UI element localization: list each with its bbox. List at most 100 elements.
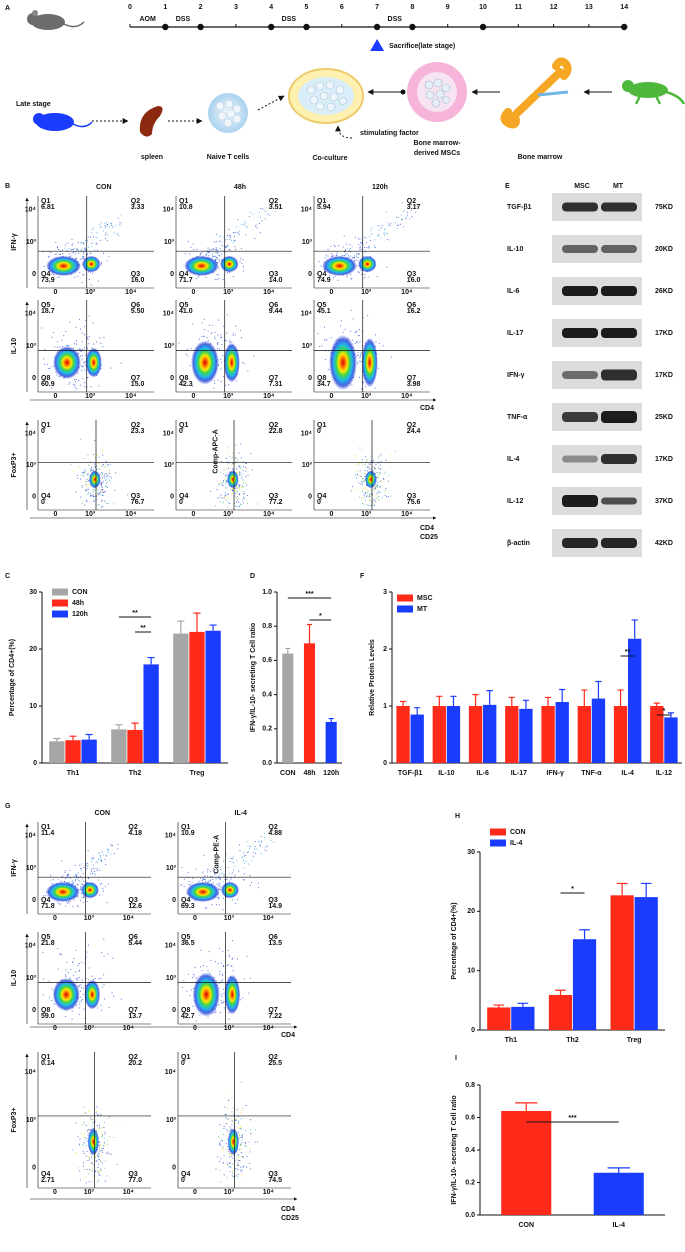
flow-event xyxy=(228,1166,230,1168)
flow-event xyxy=(397,216,399,219)
flow-event xyxy=(84,239,86,241)
quadrant-name: Q3 xyxy=(269,271,278,278)
flow-density xyxy=(53,346,81,380)
flow-event xyxy=(265,850,267,852)
flow-event xyxy=(96,249,98,252)
flow-event xyxy=(222,897,224,899)
quadrant-value: 6.81 xyxy=(41,204,55,211)
flow-event xyxy=(324,359,326,361)
flow-event xyxy=(245,1142,247,1144)
flow-event xyxy=(103,223,105,225)
flow-event xyxy=(96,868,98,870)
flow-event xyxy=(365,237,367,239)
flow-event xyxy=(227,1099,229,1101)
timeline-tick-label: 7 xyxy=(375,4,379,11)
flow-event xyxy=(350,255,352,257)
flow-event xyxy=(349,244,351,246)
flow-event xyxy=(215,255,217,257)
flow-event xyxy=(55,241,57,244)
flow-event xyxy=(52,384,55,386)
blot-band xyxy=(601,411,637,423)
quadrant-name: Q7 xyxy=(268,1007,277,1014)
flow-event xyxy=(102,473,104,475)
flow-event xyxy=(79,1003,81,1005)
flow-event xyxy=(364,469,366,472)
flow-event xyxy=(228,1093,231,1095)
flow-event xyxy=(94,463,96,465)
flow-event xyxy=(357,342,359,344)
flow-event xyxy=(379,468,381,470)
flow-event xyxy=(364,473,366,475)
flow-event xyxy=(227,866,229,868)
flow-event xyxy=(77,964,79,966)
quadrant-name: Q1 xyxy=(181,1054,190,1061)
flow-event xyxy=(83,1112,85,1114)
flow-event xyxy=(101,1134,103,1136)
flow-event xyxy=(258,211,260,214)
flow-event xyxy=(364,476,366,478)
flow-event xyxy=(83,1106,86,1108)
flow-event xyxy=(72,248,74,250)
flow-event xyxy=(88,1122,90,1124)
flow-event xyxy=(378,492,380,494)
flow-event xyxy=(82,1150,84,1152)
size-label: 17KD xyxy=(655,456,673,463)
flow-event xyxy=(215,241,217,243)
flow-event xyxy=(67,901,70,903)
size-label: 37KD xyxy=(655,498,673,505)
flow-event xyxy=(245,470,247,472)
flow-tick-label: 0 xyxy=(308,271,312,278)
flow-event xyxy=(234,249,236,251)
flow-event xyxy=(207,875,209,877)
flow-event xyxy=(108,1006,110,1009)
flow-event xyxy=(79,1138,81,1141)
flow-tick-label: 0 xyxy=(170,271,174,278)
flow-event xyxy=(344,255,346,257)
flow-event xyxy=(78,977,80,979)
flow-event xyxy=(236,468,238,470)
flow-event xyxy=(242,879,244,881)
timeline-tick-label: 13 xyxy=(585,4,593,11)
flow-event xyxy=(397,224,399,226)
flow-event xyxy=(225,487,227,489)
flow-event xyxy=(81,471,83,474)
flow-event xyxy=(361,478,363,480)
flow-event xyxy=(377,225,379,227)
flow-event xyxy=(406,214,408,216)
error-bar xyxy=(508,696,515,706)
flow-event xyxy=(229,860,231,863)
flow-event xyxy=(101,474,103,476)
flow-event xyxy=(386,496,388,498)
quadrant-value: 0 xyxy=(317,499,321,506)
y-axis-label: Percentage of CD4+(%) xyxy=(451,902,458,979)
flow-event xyxy=(258,840,260,842)
flow-event xyxy=(207,247,209,249)
flow-event xyxy=(359,357,361,359)
flow-event xyxy=(100,1155,102,1157)
protein-label: β-actin xyxy=(507,540,530,547)
flow-event xyxy=(351,257,353,259)
timeline-dot xyxy=(409,23,416,31)
bar xyxy=(577,706,591,763)
flow-event xyxy=(220,471,222,473)
flow-event xyxy=(238,485,240,487)
flow-event xyxy=(242,461,244,463)
flow-event xyxy=(221,343,223,345)
x-tick-label: Th1 xyxy=(67,770,80,777)
flow-event xyxy=(98,978,100,980)
flow-event xyxy=(79,242,81,244)
flow-event xyxy=(91,1121,93,1123)
error-bar xyxy=(631,619,638,639)
flow-event xyxy=(90,245,92,247)
flow-event xyxy=(208,881,210,883)
flow-event xyxy=(225,499,227,501)
y-tick-label: 30 xyxy=(29,589,37,596)
quadrant-name: Q3 xyxy=(128,1171,137,1178)
flow-event xyxy=(360,248,362,250)
flow-event xyxy=(237,1164,239,1167)
flow-event xyxy=(239,850,241,852)
flow-event xyxy=(216,257,218,259)
flow-event xyxy=(378,496,380,498)
flow-event xyxy=(189,253,191,255)
flow-event xyxy=(78,252,80,254)
